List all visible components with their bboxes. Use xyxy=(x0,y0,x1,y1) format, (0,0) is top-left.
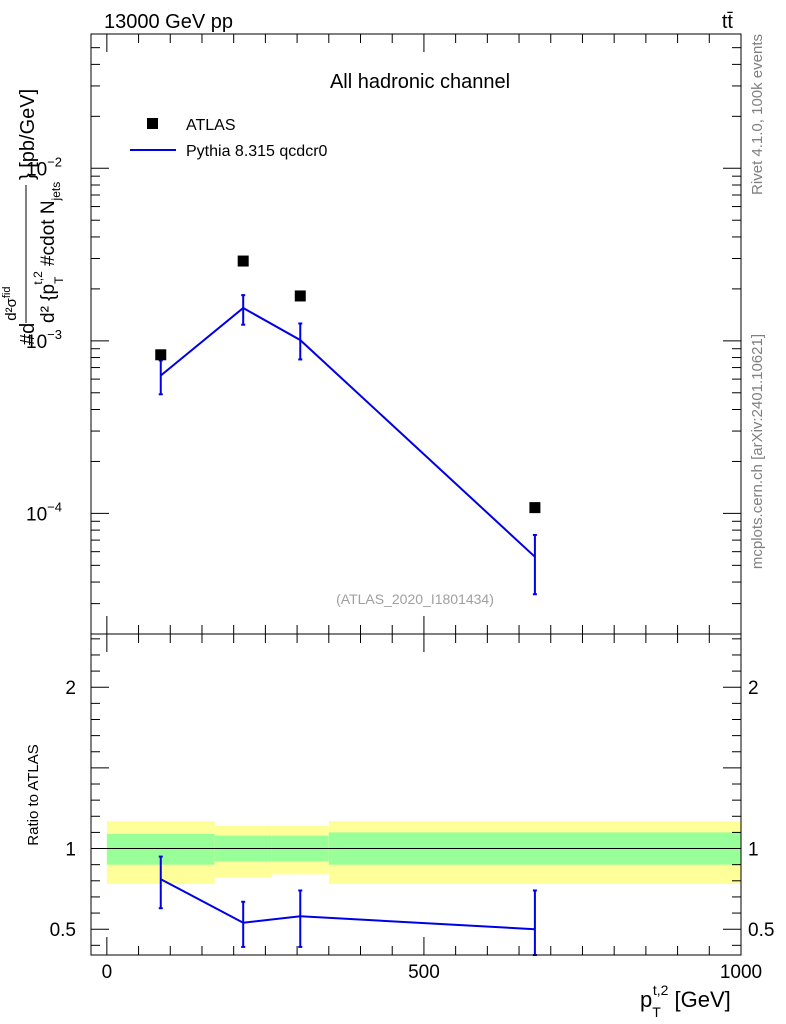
ratio-y-tick-label-right: 0.5 xyxy=(748,920,774,941)
pythia-mc-line xyxy=(160,306,536,558)
main-panel: 10−410−310−2 All hadronic channel (ATLAS… xyxy=(1,33,742,635)
ylabel-denominator: d² {p xyxy=(38,284,59,323)
xlabel-sup: t,2 xyxy=(653,982,669,998)
x-tick-label: 0 xyxy=(102,962,113,983)
legend-pythia-label: Pythia 8.315 qcdcr0 xyxy=(186,143,328,160)
x-tick-label: 500 xyxy=(408,962,440,983)
ylabel-numerator-sup: fid xyxy=(1,287,13,299)
energy-label: 13000 GeV pp xyxy=(104,11,233,33)
main-y-tick-base: 10 xyxy=(26,159,47,180)
main-y-tick-exp: −4 xyxy=(47,499,62,514)
x-tick-label: 1000 xyxy=(720,962,762,983)
ylabel-hash-d: #d xyxy=(17,323,39,345)
rivet-version-label: Rivet 4.1.0, 100k events xyxy=(749,34,766,195)
main-y-tick-label: 10−4 xyxy=(26,499,62,525)
main-y-tick-label: 10−2 xyxy=(26,154,62,180)
main-y-tick-labels: 10−410−310−2 xyxy=(26,154,62,525)
ylabel-numerator: d²σ xyxy=(3,297,20,320)
ratio-y-tick-labels: 0.5 0.5 1 1 2 2 xyxy=(50,678,775,941)
main-y-tick-exp: −3 xyxy=(47,327,62,342)
atlas-data-point xyxy=(237,255,249,267)
ratio-pythia-line xyxy=(160,878,535,931)
process-label: tt̄ xyxy=(722,11,734,33)
atlas-data-point xyxy=(294,290,306,302)
xlabel-base: p xyxy=(640,987,652,1012)
atlas-data-point xyxy=(155,349,167,361)
ratio-plot-frame xyxy=(90,633,742,956)
x-axis-label: pTt,2 [GeV] xyxy=(640,982,731,1020)
svg-text:d² {pTt,2 #cdot Njets: d² {pTt,2 #cdot Njets xyxy=(31,182,66,323)
ylabel-denominator-sub: T xyxy=(52,276,66,284)
main-axis-ticks xyxy=(91,33,742,635)
x-tick-labels: 0 500 1000 xyxy=(102,962,763,983)
main-y-tick-exp: −2 xyxy=(47,154,62,169)
main-y-tick-base: 10 xyxy=(26,504,47,525)
ratio-uncertainty-bands xyxy=(91,821,741,885)
xlabel-sub: T xyxy=(652,1004,661,1020)
ratio-y-tick-label-left: 1 xyxy=(65,840,76,861)
main-y-tick-label: 10−3 xyxy=(26,327,62,353)
legend-atlas-marker xyxy=(147,118,158,129)
ratio-y-tick-label-left: 0.5 xyxy=(50,920,76,941)
legend-atlas-label: ATLAS xyxy=(186,117,236,134)
mcplots-label: mcplots.cern.ch [arXiv:2401.10621] xyxy=(749,334,766,569)
main-y-axis-label: #d d²σfid d² {pTt,2 #cdot Njets } [pb/GeV… xyxy=(1,89,66,345)
plot-title: All hadronic channel xyxy=(330,71,510,93)
ylabel-denominator-rest: #cdot N xyxy=(38,200,59,271)
ratio-y-tick-label-right: 1 xyxy=(748,840,759,861)
ylabel-units: } [pb/GeV] xyxy=(17,89,39,180)
atlas-data-point xyxy=(529,502,541,514)
xlabel-units: [GeV] xyxy=(668,987,730,1012)
main-data-layer xyxy=(155,255,541,596)
ratio-y-tick-label-left: 2 xyxy=(65,678,76,699)
ylabel-denominator-sup: t,2 xyxy=(31,271,45,285)
ratio-panel: 0.5 0.5 1 1 2 2 0 500 1000 Ratio to ATLAS pTt,2… xyxy=(25,633,775,1020)
ratio-data-layer xyxy=(158,855,537,956)
ratio-y-tick-label-right: 2 xyxy=(748,678,759,699)
analysis-watermark: (ATLAS_2020_I1801434) xyxy=(336,591,494,607)
main-y-tick-base: 10 xyxy=(26,332,47,353)
ylabel-denominator-sub2: jets xyxy=(49,182,63,202)
ratio-axis-ticks xyxy=(91,634,742,955)
legend: ATLAS Pythia 8.315 qcdcr0 xyxy=(130,117,328,160)
ratio-y-axis-label: Ratio to ATLAS xyxy=(25,744,42,845)
svg-text:#dd²σfid: #d d²σfid xyxy=(1,287,39,345)
